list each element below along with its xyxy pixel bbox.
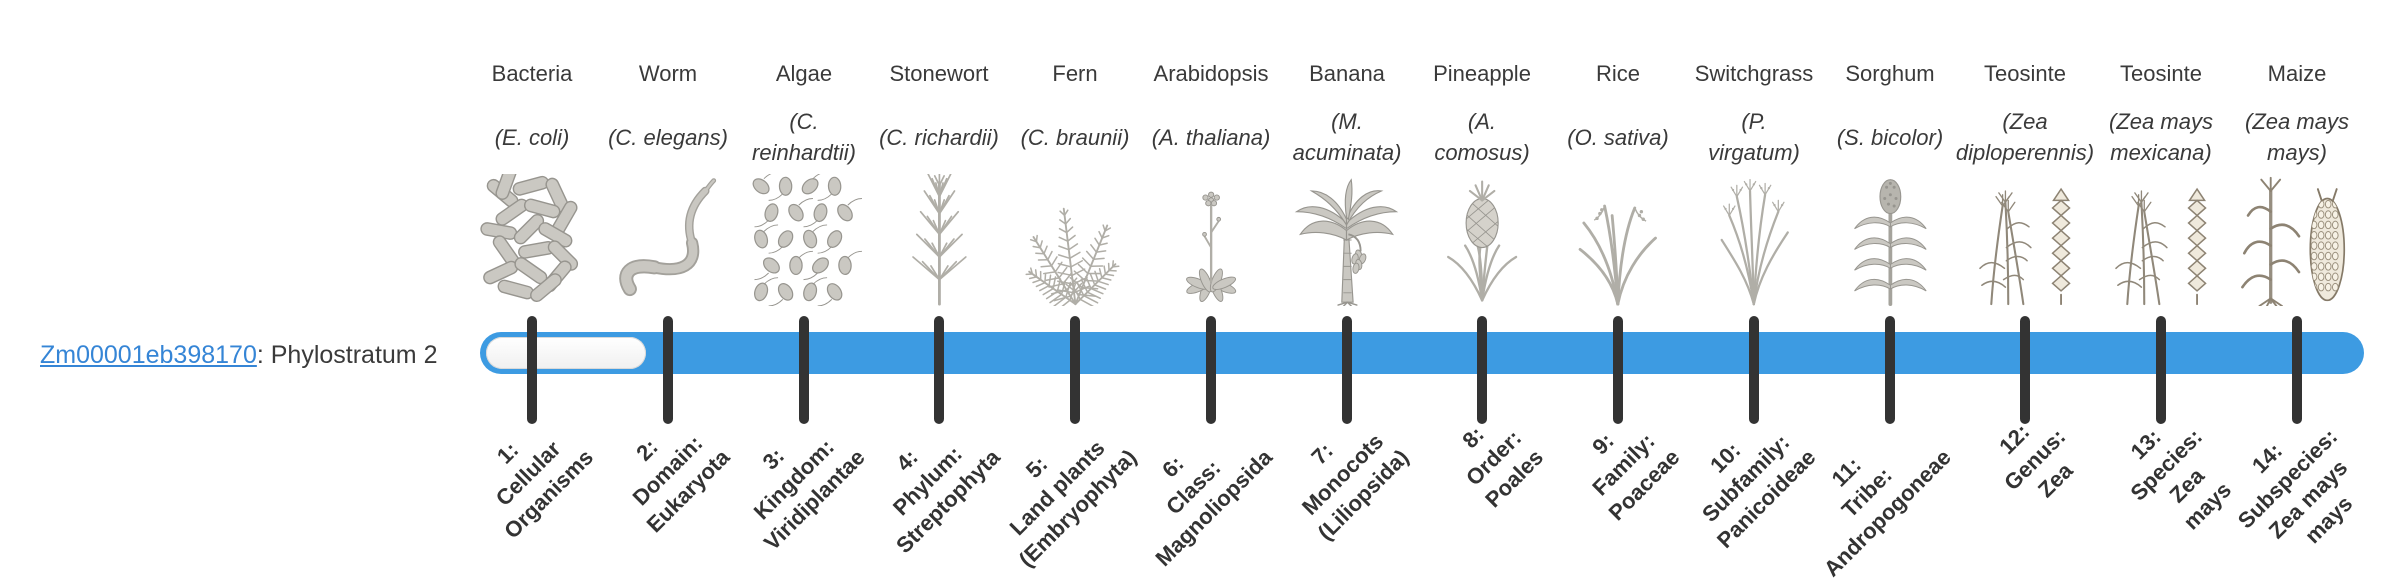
sorghum-icon [1814,170,1966,306]
stratum-label: 7: Monocots (Liliopsida) [1296,428,1414,546]
organism-common-name: Bacteria [491,61,573,86]
stratum-tick [2292,316,2302,424]
stonewort-icon [863,170,1015,306]
stratum-tick [1885,316,1895,424]
arabidopsis-icon [1135,170,1287,306]
stratum-label: 13: Species: Zea mays [2124,423,2236,535]
fern-icon [999,170,1151,306]
organism-scientific-name: (A. comosus) [1434,109,1530,165]
organism-common-name: Worm [638,61,698,86]
stratum-tick [934,316,944,424]
organism-common-name: Teosinte [2120,61,2202,86]
stratum-label: 11: Tribe: Andropogoneae [1819,444,1957,580]
teosinte-icon [2085,170,2237,306]
bacteria-icon [456,170,608,306]
teosinte-icon [1949,170,2101,306]
rice-icon [1542,170,1694,306]
pineapple-icon [1406,170,1558,306]
stratum-label: 12: Genus: Zea [1994,418,2078,503]
organism-scientific-name: (S. bicolor) [1836,124,1944,150]
banana-icon [1271,170,1423,306]
organism-common-name: Fern [1052,61,1098,86]
organism-scientific-name: (Zea mays mays) [2245,109,2349,165]
timeline-bar [480,332,2364,374]
algae-icon [728,170,880,306]
organism-common-name: Rice [1595,61,1640,86]
organism-common-name: Teosinte [1984,61,2066,86]
gene-phylostratum-text: : Phylostratum 2 [256,341,438,369]
stratum-tick [2020,316,2030,424]
stratum-label: 8: Order: Poales [1457,421,1549,513]
organism-scientific-name: (M. acuminata) [1292,109,1402,165]
organism-common-name: Maize [2267,61,2327,86]
organism-common-name: Switchgrass [1694,61,1814,86]
stratum-label: 5: Land plants (Embryophyta) [1004,435,1142,572]
gene-label: Zm00001eb398170: Phylostratum 2 [40,341,438,369]
maize-icon [2221,170,2373,306]
organism-scientific-name: (O. sativa) [1567,124,1669,150]
stratum-tick [799,316,809,424]
organism-scientific-name: (C. richardii) [879,124,999,150]
organism-scientific-name: (P. virgatum) [1708,109,1800,165]
organism-scientific-name: (C. reinhardtii) [752,109,856,165]
timeline-unfilled-segment [486,337,646,369]
stratum-label: 9: Family: Poaceae [1586,428,1685,526]
stratum-label: 14: Subspecies: Zea mays mays [2233,423,2358,549]
stratum-tick [527,316,537,424]
organism-scientific-name: (Zea diploperennis) [1955,109,2095,165]
stratum-label: 6: Class: Magnoliopsida [1150,444,1278,571]
worm-icon [592,170,744,306]
stratum-tick [663,316,673,424]
stratum-tick [1749,316,1759,424]
organism-scientific-name: (C. braunii) [1020,124,1130,150]
organism-common-name: Stonewort [889,61,989,86]
stratum-tick [1477,316,1487,424]
stratum-label: 4: Phylum: Streptophyta [888,441,1006,559]
stratum-label: 1: Cellular Organisms [490,436,599,544]
stratum-tick [1070,316,1080,424]
organism-common-name: Arabidopsis [1153,61,1269,86]
stratum-tick [1342,316,1352,424]
organism-common-name: Sorghum [1845,61,1935,86]
organism-scientific-name: (E. coli) [494,124,570,150]
organism-scientific-name: (C. elegans) [608,124,728,150]
gene-id-link[interactable]: Zm00001eb398170 [40,341,257,369]
organism-scientific-name: (A. thaliana) [1151,124,1271,150]
organism-common-name: Banana [1309,61,1385,86]
stratum-tick [1206,316,1216,424]
switchgrass-icon [1678,170,1830,306]
organism-common-name: Algae [775,61,833,86]
stratum-tick [2156,316,2166,424]
stratum-tick [1613,316,1623,424]
stratum-label: 3: Kingdom: Viridiplantae [749,434,871,556]
organism-scientific-name: (Zea mays mexicana) [2109,109,2213,165]
organism-common-name: Pineapple [1433,61,1531,86]
